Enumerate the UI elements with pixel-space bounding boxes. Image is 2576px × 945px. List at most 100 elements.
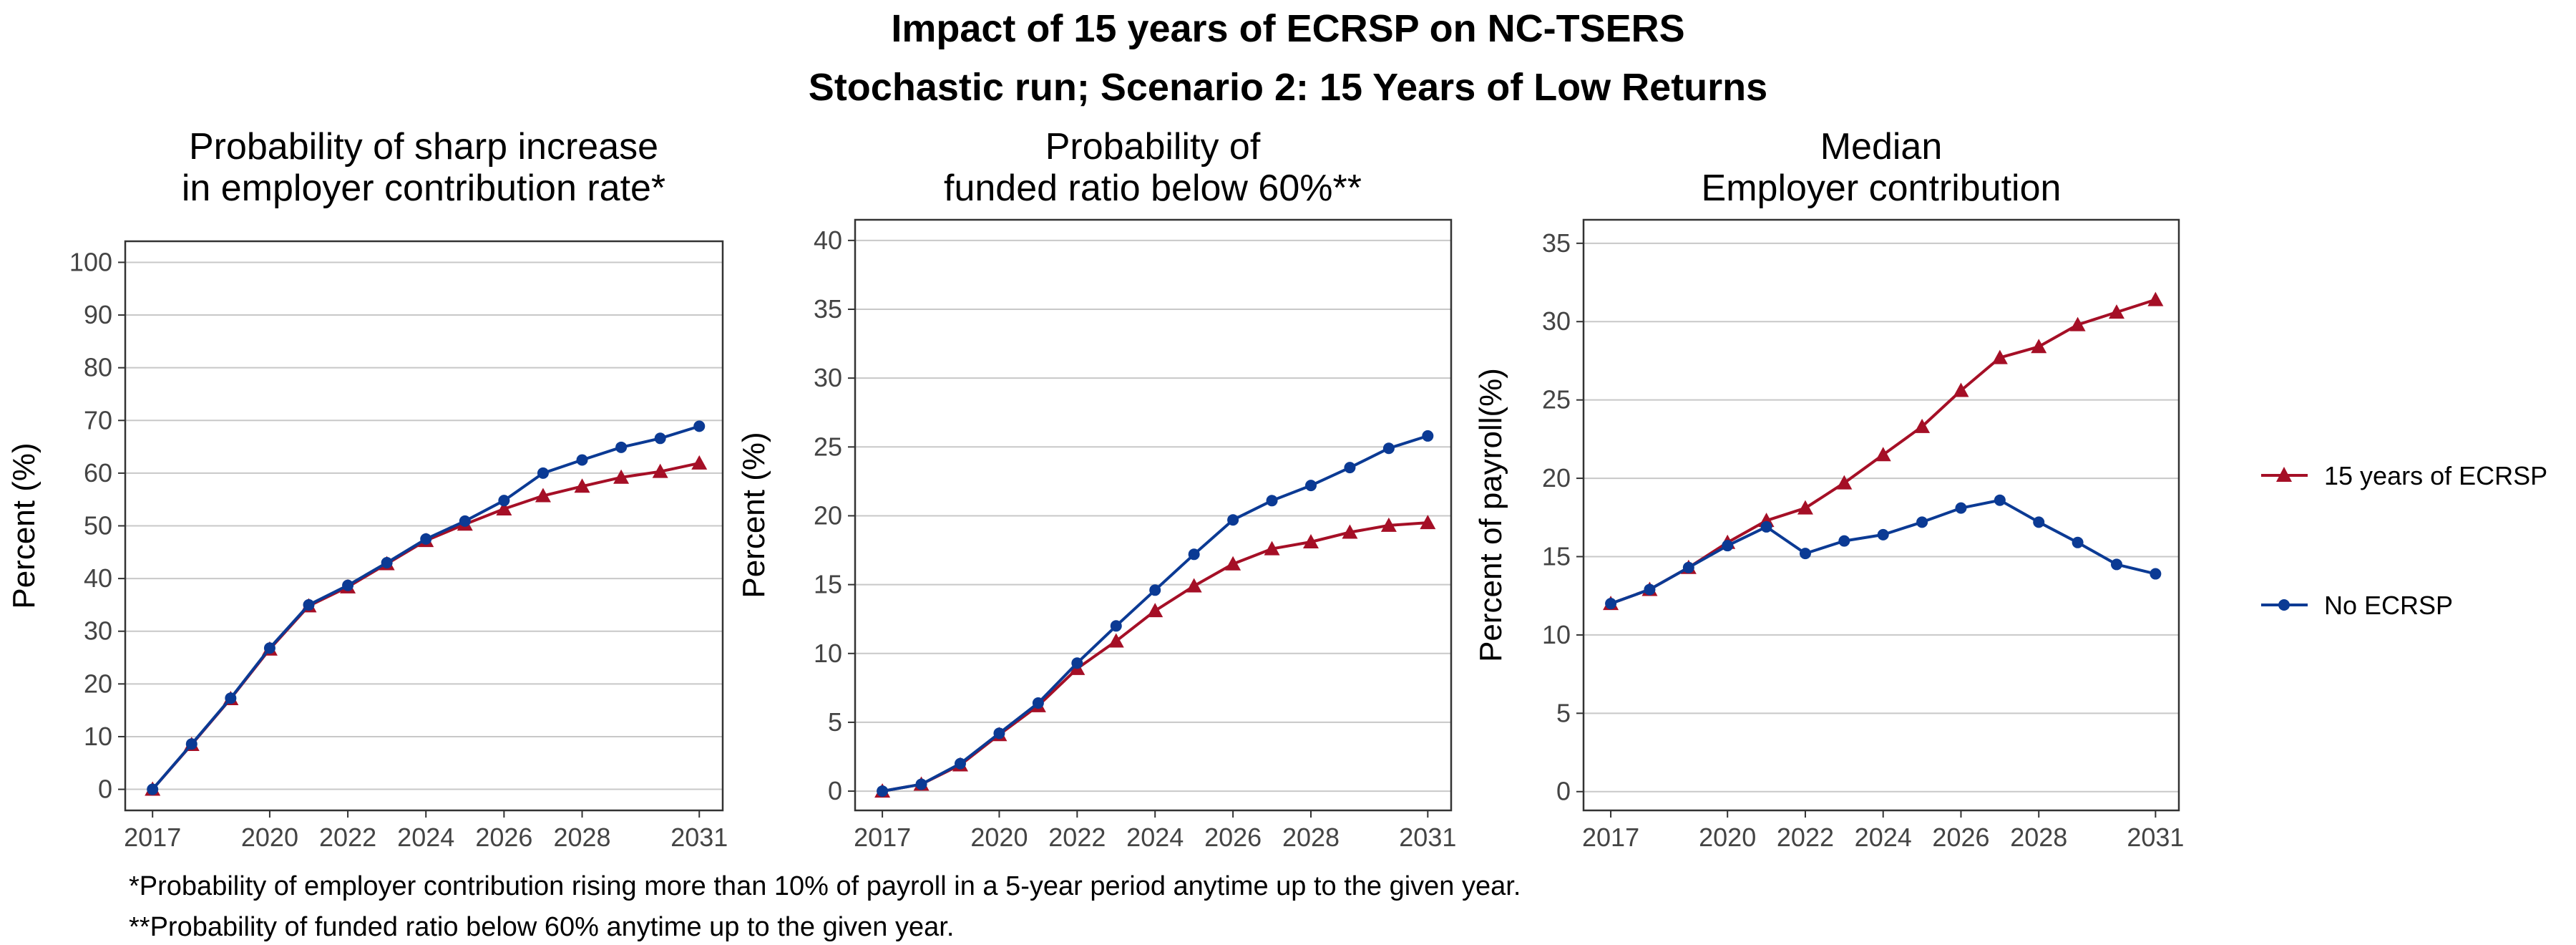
y-tick-label: 35 — [814, 294, 842, 324]
plot-frame — [124, 240, 724, 812]
point-ecrsp — [1991, 349, 2008, 364]
point-no-ecrsp — [576, 454, 588, 466]
point-no-ecrsp — [1916, 516, 1928, 528]
panel-title-line: Employer contribution — [1702, 168, 2062, 209]
point-ecrsp — [1380, 517, 1397, 532]
point-ecrsp — [2031, 339, 2047, 354]
series-line-ecrsp — [151, 461, 700, 790]
point-ecrsp — [1875, 447, 1891, 462]
y-tick-label: 5 — [1556, 698, 1571, 727]
panel-title-line: Probability of sharp increase — [189, 126, 658, 168]
point-no-ecrsp — [342, 579, 354, 591]
legend-marker-circle — [2278, 599, 2290, 611]
point-ecrsp — [1108, 633, 1124, 648]
point-ecrsp — [1225, 556, 1241, 571]
y-axis-label: Percent of payroll(%) — [1473, 368, 1508, 662]
point-no-ecrsp — [1955, 502, 1967, 514]
y-tick-label: 90 — [84, 300, 112, 329]
legend-marker-triangle — [2276, 467, 2292, 482]
point-no-ecrsp — [185, 738, 197, 750]
point-no-ecrsp — [615, 441, 628, 453]
point-no-ecrsp — [1422, 430, 1434, 442]
x-tick-label: 2028 — [2010, 823, 2067, 852]
y-tick-label: 20 — [1542, 463, 1571, 493]
y-tick-label: 0 — [1556, 777, 1571, 806]
point-no-ecrsp — [2072, 536, 2084, 548]
x-tick-label: 2020 — [1699, 823, 1756, 852]
y-axis-label: Percent (%) — [736, 432, 771, 598]
point-no-ecrsp — [1644, 583, 1656, 596]
x-tick-label: 2022 — [1777, 823, 1834, 852]
point-no-ecrsp — [147, 783, 159, 795]
point-no-ecrsp — [498, 495, 510, 507]
footnote-2: **Probability of funded ratio below 60% … — [129, 912, 954, 942]
y-tick-label: 10 — [84, 722, 112, 751]
point-no-ecrsp — [1149, 584, 1161, 596]
series-line-ecrsp — [882, 521, 1428, 793]
point-ecrsp — [1264, 541, 1280, 556]
point-no-ecrsp — [1110, 620, 1122, 632]
y-tick-label: 0 — [828, 776, 842, 805]
panel-title-line: Probability of — [1045, 126, 1261, 168]
x-tick-label: 2020 — [970, 823, 1028, 852]
point-no-ecrsp — [1605, 598, 1617, 610]
y-tick-label: 20 — [84, 669, 112, 698]
plot-frame — [1582, 218, 2180, 812]
y-axis-label: Percent (%) — [6, 442, 42, 609]
point-ecrsp — [2108, 304, 2124, 319]
y-tick-label: 50 — [84, 511, 112, 541]
point-no-ecrsp — [537, 467, 549, 479]
point-ecrsp — [535, 488, 551, 503]
point-no-ecrsp — [1344, 462, 1356, 474]
y-tick-label: 35 — [1542, 228, 1571, 258]
x-tick-label: 2024 — [1855, 823, 1912, 852]
x-tick-label: 2017 — [854, 823, 911, 852]
point-no-ecrsp — [1382, 442, 1395, 455]
point-no-ecrsp — [1305, 480, 1317, 492]
y-tick-label: 25 — [1542, 385, 1571, 415]
point-no-ecrsp — [693, 420, 706, 432]
y-tick-label: 80 — [84, 353, 112, 382]
x-tick-label: 2024 — [397, 823, 454, 852]
point-ecrsp — [652, 463, 668, 478]
point-no-ecrsp — [1877, 528, 1889, 541]
point-ecrsp — [1147, 603, 1163, 618]
x-tick-label: 2024 — [1126, 823, 1184, 852]
point-no-ecrsp — [877, 785, 889, 798]
point-no-ecrsp — [1682, 561, 1694, 573]
point-ecrsp — [2069, 316, 2086, 331]
x-tick-label: 2017 — [124, 823, 181, 852]
y-tick-label: 10 — [814, 639, 842, 668]
point-no-ecrsp — [1799, 548, 1811, 560]
point-ecrsp — [1797, 500, 1813, 515]
point-no-ecrsp — [381, 557, 393, 569]
y-tick-label: 40 — [814, 226, 842, 255]
y-tick-label: 40 — [84, 563, 112, 593]
y-tick-label: 25 — [814, 432, 842, 461]
point-no-ecrsp — [955, 757, 966, 770]
footnote-1: *Probability of employer contribution ri… — [129, 871, 1521, 901]
y-tick-label: 30 — [814, 363, 842, 392]
point-no-ecrsp — [263, 642, 275, 654]
point-ecrsp — [574, 478, 590, 493]
point-ecrsp — [691, 455, 708, 470]
x-tick-label: 2022 — [1048, 823, 1106, 852]
point-ecrsp — [2147, 291, 2164, 306]
point-no-ecrsp — [1760, 520, 1772, 533]
series-line-no-ecrsp — [1610, 498, 2156, 605]
y-tick-label: 30 — [84, 616, 112, 646]
point-ecrsp — [1186, 578, 1202, 593]
point-no-ecrsp — [420, 533, 432, 545]
point-no-ecrsp — [2150, 568, 2162, 580]
x-tick-label: 2031 — [1399, 823, 1456, 852]
main-title: Impact of 15 years of ECRSP on NC-TSERS — [891, 7, 1684, 50]
legend-label-no-ecrsp: No ECRSP — [2324, 591, 2453, 620]
y-tick-label: 30 — [1542, 306, 1571, 336]
point-no-ecrsp — [225, 692, 237, 704]
y-tick-label: 70 — [84, 405, 112, 435]
x-tick-label: 2022 — [319, 823, 376, 852]
point-no-ecrsp — [1032, 697, 1044, 709]
